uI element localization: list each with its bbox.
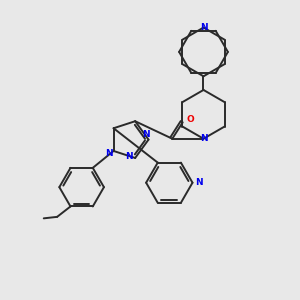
Text: N: N bbox=[105, 149, 113, 158]
Text: O: O bbox=[186, 115, 194, 124]
Text: N: N bbox=[195, 178, 202, 187]
Text: N: N bbox=[200, 23, 207, 32]
Text: N: N bbox=[142, 130, 149, 139]
Text: N: N bbox=[125, 152, 133, 161]
Text: N: N bbox=[200, 134, 207, 143]
